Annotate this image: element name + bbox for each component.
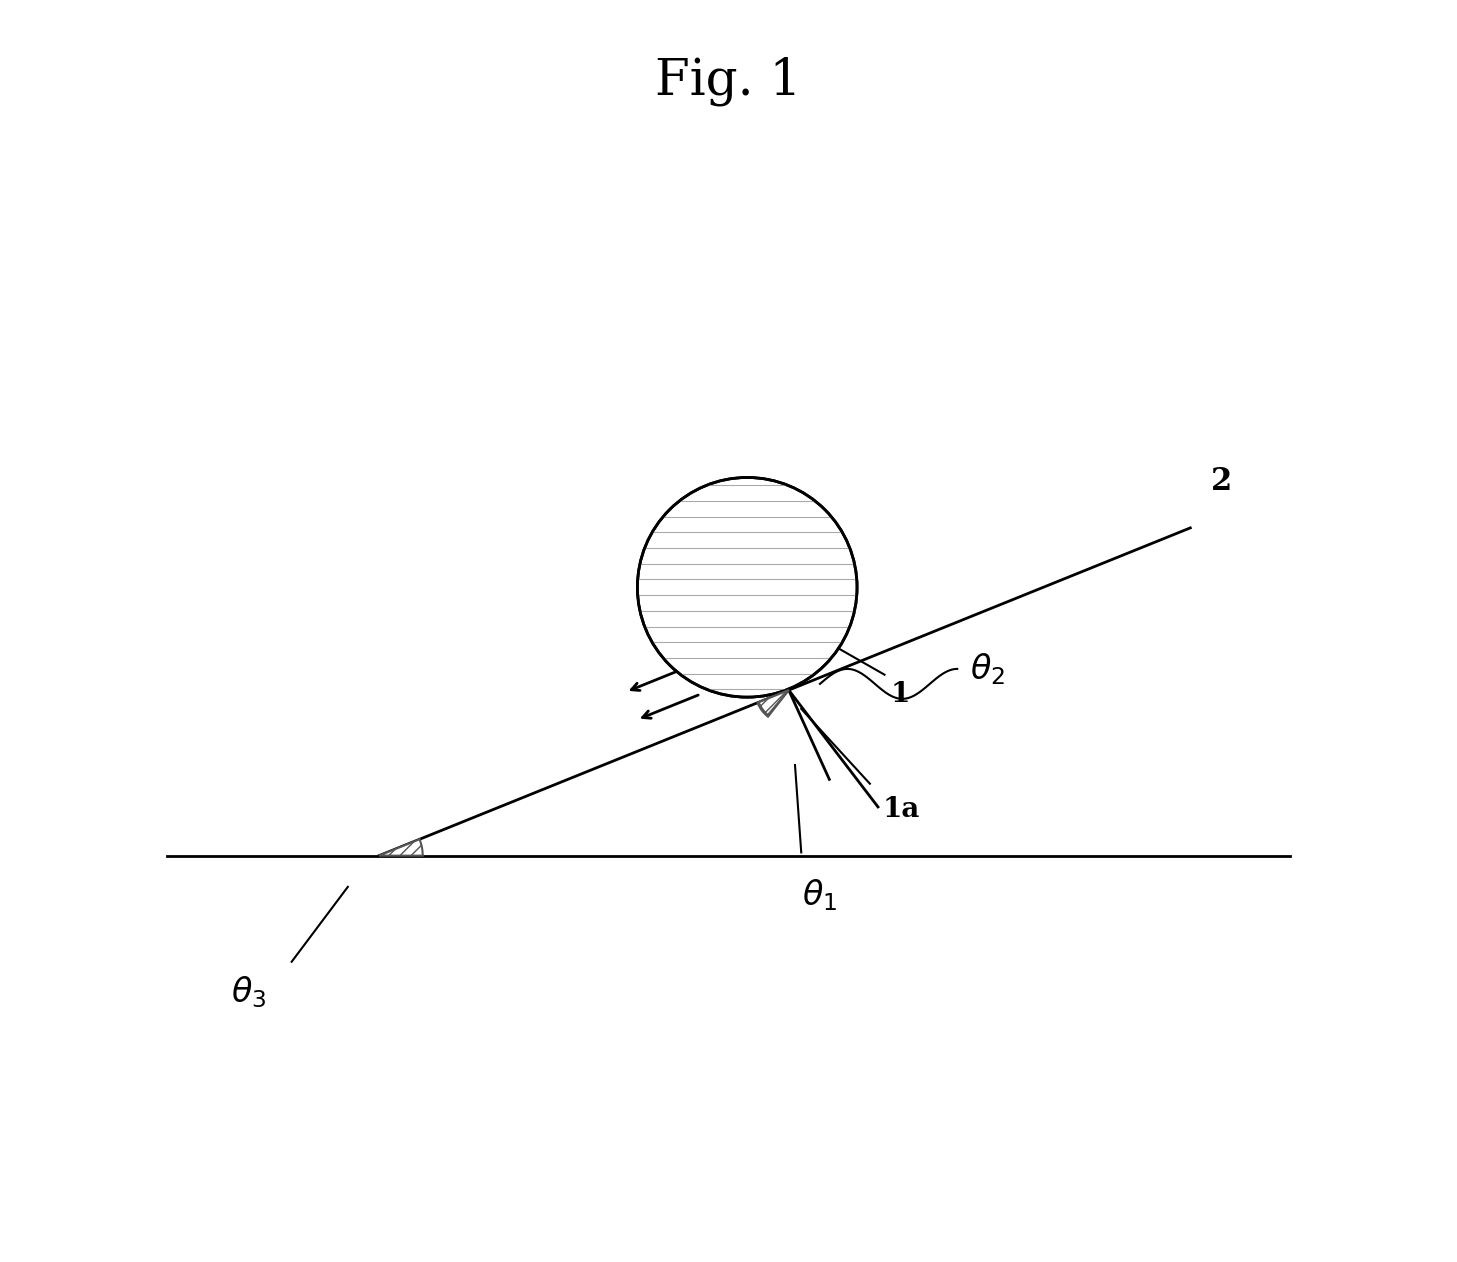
Text: $\theta_3$: $\theta_3$ — [232, 974, 267, 1010]
Wedge shape — [758, 690, 788, 717]
Text: $\theta_1$: $\theta_1$ — [803, 877, 838, 912]
Text: 2: 2 — [1211, 466, 1233, 497]
Text: 1b: 1b — [707, 544, 746, 572]
Wedge shape — [759, 690, 788, 716]
Text: 1: 1 — [890, 681, 911, 708]
Wedge shape — [379, 839, 423, 856]
Circle shape — [637, 477, 857, 697]
Text: Fig. 1: Fig. 1 — [656, 57, 801, 106]
Text: 1a: 1a — [883, 796, 919, 823]
Text: $\theta_2$: $\theta_2$ — [970, 651, 1005, 687]
